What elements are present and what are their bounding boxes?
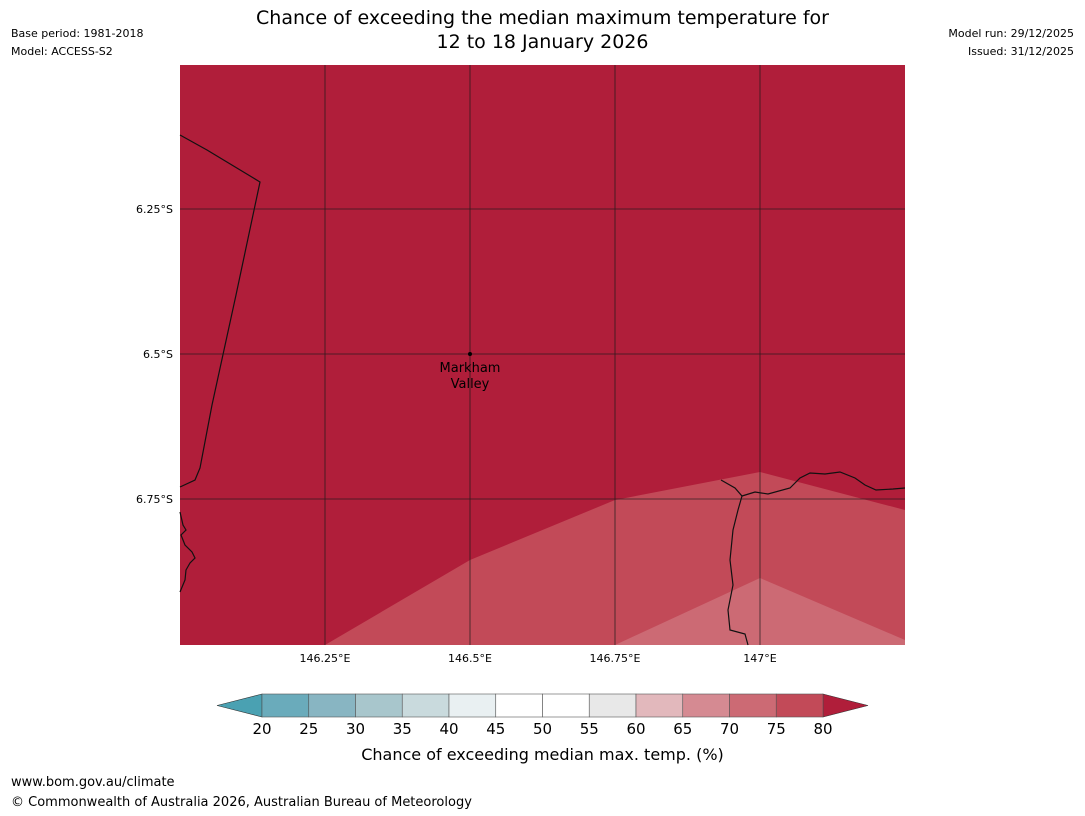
title-line-1: Chance of exceeding the median maximum t… [256, 7, 829, 29]
colorbar-tick-label: 70 [720, 720, 739, 738]
colorbar-segment [588, 693, 637, 718]
title-line-2: 12 to 18 January 2026 [436, 31, 649, 53]
colorbar-tick-label: 75 [767, 720, 786, 738]
colorbar-tick-label: 20 [252, 720, 271, 738]
footer-copyright: © Commonwealth of Australia 2026, Austra… [11, 795, 472, 810]
colorbar-segment [448, 693, 497, 718]
colorbar: 20 25 30 35 40 45 50 55 60 65 70 75 80 [216, 693, 869, 738]
border-line [179, 134, 261, 488]
colorbar-tick-label: 55 [580, 720, 599, 738]
model-name: Model: ACCESS-S2 [11, 45, 113, 58]
colorbar-tick-label: 60 [626, 720, 645, 738]
base-period: Base period: 1981-2018 [11, 27, 144, 40]
lat-label-6-5: 6.5°S [143, 348, 173, 361]
colorbar-segment [682, 693, 730, 718]
meta-left: Base period: 1981-2018 Model: ACCESS-S2 [11, 25, 143, 61]
footer-url[interactable]: www.bom.gov.au/climate [11, 775, 175, 790]
lat-label-6-75: 6.75°S [136, 493, 173, 506]
coast-west [179, 511, 196, 593]
colorbar-segment [401, 693, 450, 718]
colorbar-tick-label: 80 [813, 720, 832, 738]
colorbar-tick-label: 35 [393, 720, 412, 738]
place-name-line-2: Valley [451, 377, 490, 392]
colorbar-title: Chance of exceeding median max. temp. (%… [361, 745, 724, 764]
gridlines [180, 65, 905, 645]
colorbar-segment [355, 693, 403, 718]
colorbar-tick-label: 40 [439, 720, 458, 738]
lon-label-146-25: 146.25°E [300, 652, 351, 665]
lat-label-6-25: 6.25°S [136, 203, 173, 216]
colorbar-segment [635, 693, 684, 718]
coast-east [720, 471, 906, 497]
colorbar-segment [495, 693, 543, 718]
colorbar-high-arrow [822, 693, 869, 718]
colorbar-tick-label: 50 [533, 720, 552, 738]
colorbar-segment [542, 693, 590, 718]
colorbar-low-arrow [216, 693, 263, 718]
place-name-line-1: Markham [440, 361, 501, 376]
lon-label-146-5: 146.5°E [448, 652, 492, 665]
model-run: Model run: 29/12/2025 [948, 27, 1074, 40]
colorbar-segment [261, 693, 310, 718]
meta-right: Model run: 29/12/2025 Issued: 31/12/2025 [948, 25, 1074, 61]
colorbar-segment [729, 693, 777, 718]
colorbar-tick-label: 45 [486, 720, 505, 738]
coastlines [179, 134, 906, 646]
issued-date: Issued: 31/12/2025 [967, 45, 1074, 58]
place-marker [468, 352, 472, 356]
lon-label-146-75: 146.75°E [590, 652, 641, 665]
map-title: Chance of exceeding the median maximum t… [0, 6, 1085, 54]
colorbar-segment [775, 693, 824, 718]
colorbar-tick-label: 65 [673, 720, 692, 738]
river [727, 495, 749, 646]
colorbar-segment [308, 693, 356, 718]
colorbar-tick-label: 30 [346, 720, 365, 738]
lon-label-147: 147°E [743, 652, 776, 665]
colorbar-tick-label: 25 [299, 720, 318, 738]
